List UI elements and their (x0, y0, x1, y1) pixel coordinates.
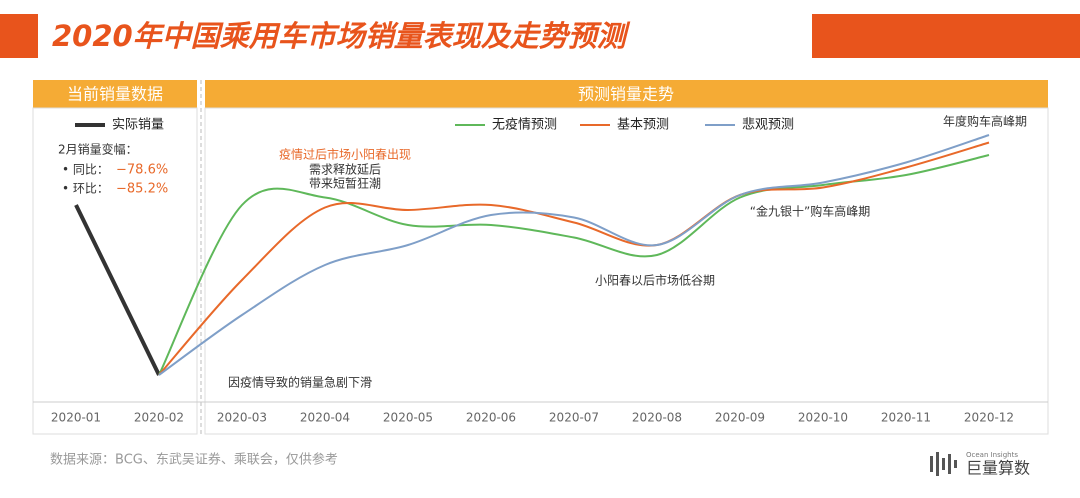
x-tick-label: 2020-07 (549, 411, 599, 425)
annotation: 小阳春以后市场低谷期 (595, 273, 715, 288)
logo-icon (930, 452, 957, 476)
x-tick-label: 2020-01 (51, 411, 101, 425)
x-tick-label: 2020-09 (715, 411, 765, 425)
line (158, 154, 990, 376)
legend-label: 基本预测 (617, 118, 669, 133)
mom-value: −85.2% (116, 182, 168, 197)
x-tick-label: 2020-08 (632, 411, 682, 425)
x-tick-label: 2020-10 (798, 411, 848, 425)
yoy-label: • 同比： (62, 163, 109, 177)
x-tick-label: 2020-05 (383, 411, 433, 425)
logo: 巨量算数 (966, 459, 1030, 478)
mom-label: • 环比： (62, 182, 109, 196)
chart-title: 2020年中国乘用车市场销量表现及走势预测 (52, 19, 631, 53)
right-header-bg (205, 80, 1048, 108)
left-header-bg (33, 80, 197, 108)
right-header: 预测销量走势 (578, 85, 674, 104)
legend-label: 实际销量 (112, 118, 164, 133)
annotation: “金九银十”购车高峰期 (750, 204, 870, 219)
title-bar-right (812, 14, 1080, 58)
x-tick-label: 2020-02 (134, 411, 184, 425)
annotation: 因疫情导致的销量急剧下滑 (228, 375, 372, 390)
logo-small: Ocean Insights (966, 451, 1018, 459)
line (74, 204, 161, 376)
x-tick-label: 2020-11 (881, 411, 931, 425)
line (158, 141, 990, 376)
yoy-value: −78.6% (116, 163, 168, 178)
left-header: 当前销量数据 (67, 85, 163, 104)
x-tick-label: 2020-12 (964, 411, 1014, 425)
annotation: 带来短暂狂潮 (309, 176, 381, 191)
line (158, 134, 990, 376)
legend-label: 悲观预测 (742, 117, 794, 133)
annotation: 年度购车高峰期 (943, 114, 1027, 129)
source: 数据来源：BCG、东武吴证券、乘联会，仅供参考 (50, 452, 338, 468)
left-panel (32, 107, 198, 435)
x-tick-label: 2020-04 (300, 411, 350, 425)
x-tick-label: 2020-06 (466, 411, 516, 425)
x-tick-label: 2020-03 (217, 411, 267, 425)
legend-label: 无疫情预测 (492, 117, 557, 133)
feb-label: 2月销量变幅： (58, 142, 138, 157)
annotation: 需求释放延后 (309, 162, 381, 177)
annotation: 疫情过后市场小阳春出现 (279, 147, 411, 162)
title-bar-left (0, 14, 38, 58)
